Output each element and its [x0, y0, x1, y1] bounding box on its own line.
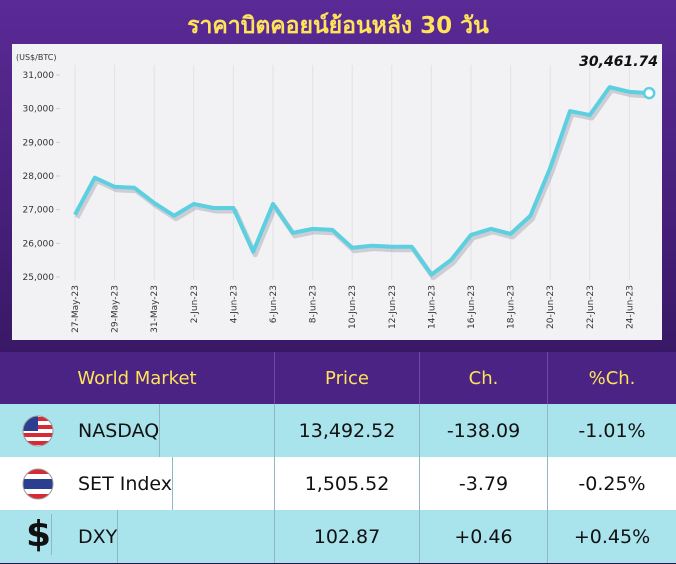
change: -3.79: [420, 457, 548, 510]
chart: (US$/BTC) 25,000 26,000 27,000 28,000 29,000…: [12, 44, 662, 340]
dollar-icon: $: [26, 514, 53, 555]
x-tick-label: 4-Jun-23: [229, 285, 239, 323]
y-tick-label: 30,000: [23, 105, 55, 115]
value-label: 30,461.74: [579, 54, 658, 70]
x-tick-label: 18-Jun-23: [507, 285, 517, 329]
y-tick-label: 31,000: [23, 71, 55, 81]
x-tick-label: 22-Jun-23: [586, 285, 596, 329]
x-tick-label: 29-May-23: [111, 285, 121, 333]
x-tick-label: 8-Jun-23: [309, 285, 319, 323]
y-axis-label: (US$/BTC): [16, 53, 56, 62]
header-cell: World Market: [0, 352, 275, 404]
x-tick-label: 12-Jun-23: [388, 285, 398, 329]
us-flag-icon: [22, 415, 54, 447]
x-tick-label: 6-Jun-23: [269, 285, 279, 323]
x-tick-label: 24-Jun-23: [625, 285, 635, 329]
x-tick-label: 10-Jun-23: [348, 285, 358, 329]
header-cell: Price: [275, 352, 420, 404]
market-name: DXY: [78, 510, 119, 563]
x-tick-label: 16-Jun-23: [467, 285, 477, 329]
x-tick-label: 31-May-23: [150, 285, 160, 333]
price-line: [73, 85, 650, 277]
x-tick-label: 14-Jun-23: [427, 285, 437, 329]
pct-change: -1.01%: [578, 419, 646, 442]
price: 13,492.52: [275, 404, 420, 457]
change: -138.09: [420, 404, 548, 457]
header-cell: %Ch.: [588, 367, 636, 389]
y-tick-label: 27,000: [23, 206, 55, 216]
y-tick-label: 26,000: [23, 239, 55, 249]
table-row: SET Index 1,505.52 -3.79 -0.25%: [0, 457, 676, 510]
end-point: [642, 86, 656, 100]
chart-title: ราคาบิตคอยน์ย้อนหลัง 30 วัน: [187, 13, 489, 39]
y-tick-label: 28,000: [23, 172, 55, 182]
market-name: NASDAQ: [78, 404, 161, 457]
table-header: World Market Price Ch. %Ch.: [0, 352, 676, 404]
y-tick-label: 29,000: [23, 138, 55, 148]
x-tick-label: 27-May-23: [71, 285, 81, 333]
table-row: NASDAQ 13,492.52 -138.09 -1.01%: [0, 404, 676, 457]
change: +0.46: [420, 510, 548, 563]
market-name: SET Index: [78, 457, 174, 510]
pct-change: +0.45%: [573, 525, 651, 548]
x-tick-label: 2-Jun-23: [190, 285, 200, 323]
price: 102.87: [275, 510, 420, 563]
pct-change: -0.25%: [578, 472, 646, 495]
header-cell: Ch.: [420, 352, 548, 404]
y-tick-label: 25,000: [23, 273, 55, 283]
chart-background: [12, 44, 662, 340]
price: 1,505.52: [275, 457, 420, 510]
table-row: $ DXY 102.87 +0.46 +0.45%: [0, 510, 676, 563]
thai-flag-icon: [22, 468, 54, 500]
market-table: World Market Price Ch. %Ch. NASDAQ 13,49…: [0, 352, 676, 563]
x-tick-label: 20-Jun-23: [546, 285, 556, 329]
